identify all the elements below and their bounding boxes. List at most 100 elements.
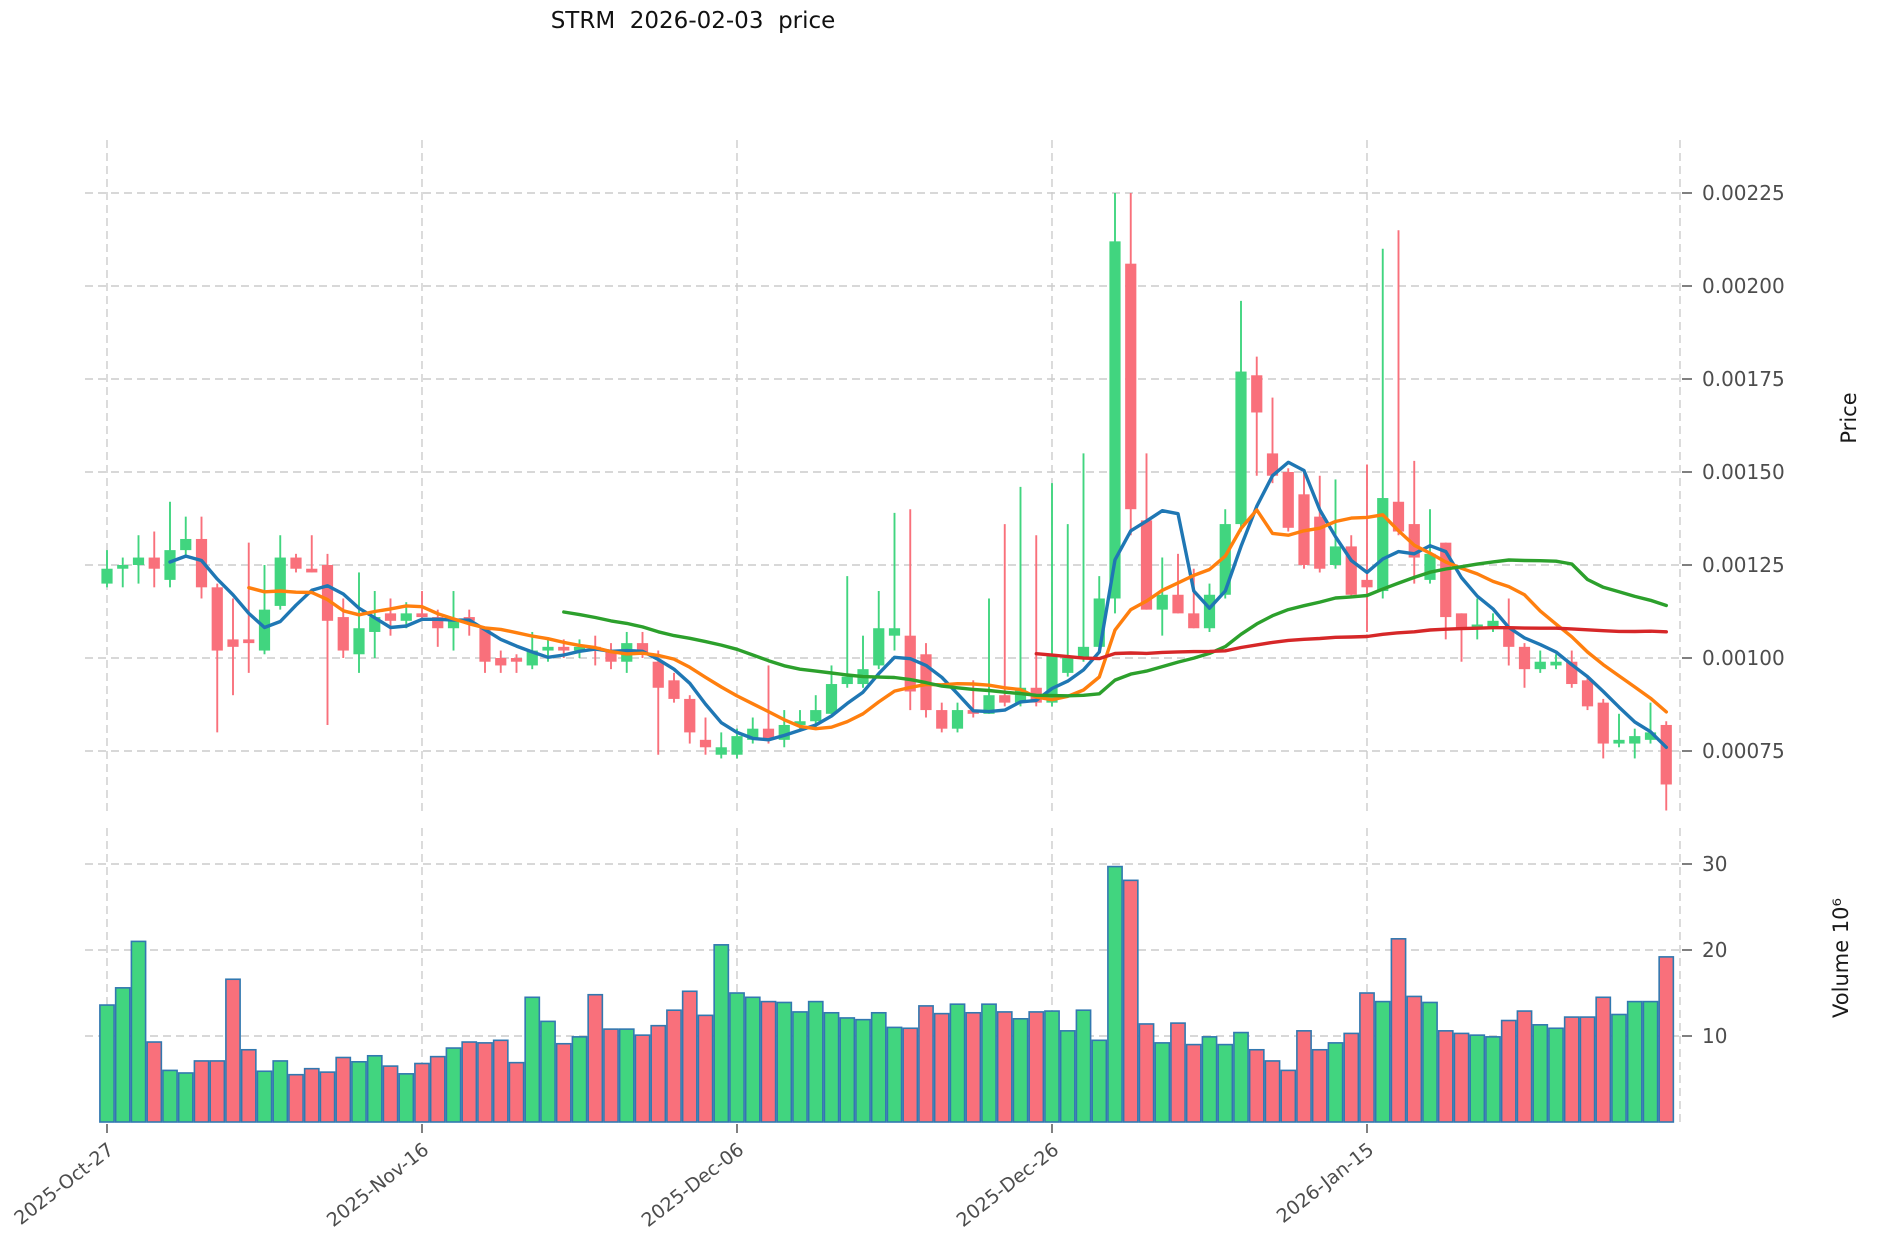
- volume-bar: [130, 940, 147, 1123]
- candle-body: [1503, 628, 1515, 647]
- volume-bar: [1406, 995, 1423, 1123]
- volume-bar: [272, 1060, 289, 1123]
- candle-body: [542, 646, 554, 651]
- candle-body: [1077, 646, 1090, 658]
- candle-body: [1660, 724, 1672, 785]
- volume-bar: [414, 1062, 430, 1123]
- volume-bar: [713, 944, 730, 1123]
- volume-bar: [1626, 1000, 1643, 1123]
- volume-bar: [225, 978, 241, 1123]
- candle-body: [1314, 516, 1326, 569]
- candle-body: [243, 639, 255, 644]
- candle-body: [384, 613, 397, 621]
- date-tick-label: 2025-Dec-26: [953, 1139, 1063, 1232]
- date-tick-label: 2025-Nov-16: [323, 1139, 433, 1232]
- candle-body: [1125, 263, 1137, 510]
- candle-body: [983, 695, 995, 714]
- candle-body: [888, 628, 901, 636]
- volume-bar: [933, 1012, 950, 1123]
- volume-bar: [1059, 1030, 1076, 1123]
- candle-body: [321, 565, 334, 621]
- candle-body: [416, 613, 428, 618]
- volume-bar: [1532, 1024, 1549, 1123]
- volume-bar: [1170, 1022, 1186, 1123]
- candle-body: [810, 710, 822, 722]
- sma30-line: [562, 558, 1669, 698]
- volume-bar: [1390, 938, 1407, 1123]
- candle-body: [1140, 520, 1153, 610]
- candle-body: [605, 650, 617, 662]
- candle-body: [1644, 732, 1657, 740]
- volume-bar: [1453, 1032, 1470, 1123]
- candle-body: [747, 728, 759, 740]
- candle-body: [1534, 661, 1546, 670]
- volume-bar: [1611, 1013, 1627, 1123]
- candle-body: [337, 617, 349, 651]
- candle-body: [1266, 453, 1279, 476]
- price-tick-label: 0.00125: [1702, 553, 1785, 577]
- volume-bar: [1343, 1032, 1360, 1123]
- volume-bar: [319, 1071, 336, 1123]
- volume-bar: [477, 1042, 493, 1123]
- volume-bar: [429, 1055, 446, 1123]
- volume-bar: [1563, 1016, 1580, 1123]
- volume-bar: [288, 1073, 304, 1123]
- volume-bar: [1422, 1001, 1438, 1123]
- volume-bar: [996, 1011, 1013, 1123]
- volume-bar: [146, 1041, 163, 1123]
- volume-bar: [1028, 1011, 1045, 1123]
- candle-body: [1361, 579, 1373, 588]
- candle-body: [1219, 524, 1231, 595]
- volume-bar: [807, 1000, 824, 1123]
- candle-body: [558, 646, 570, 651]
- volume-bar: [729, 992, 745, 1123]
- volume-bar: [776, 1001, 793, 1123]
- volume-bar: [366, 1054, 383, 1123]
- volume-bars: [99, 865, 1675, 1123]
- volume-bar: [1122, 879, 1139, 1123]
- candle-body: [117, 565, 129, 569]
- volume-bar: [492, 1039, 509, 1123]
- volume-bar: [540, 1020, 556, 1123]
- volume-tick-label: 10: [1702, 1024, 1727, 1048]
- volume-bar: [303, 1067, 320, 1123]
- candle-body: [101, 568, 113, 584]
- volume-bar: [1185, 1043, 1202, 1123]
- volume-bar: [335, 1056, 352, 1123]
- candle-body: [636, 643, 649, 655]
- candle-body: [1424, 553, 1436, 580]
- volume-bar: [1469, 1034, 1486, 1123]
- volume-tick-label: 30: [1702, 852, 1727, 876]
- volume-bar: [114, 987, 131, 1123]
- volume-bar: [792, 1011, 808, 1123]
- candle-body: [432, 617, 444, 629]
- volume-bar: [1548, 1027, 1564, 1123]
- volume-tick-label: 20: [1702, 938, 1727, 962]
- candle-body: [1345, 546, 1357, 595]
- volume-bar: [177, 1072, 194, 1123]
- volume-bar: [839, 1017, 856, 1123]
- volume-bar: [1296, 1030, 1312, 1123]
- candle-body: [353, 628, 365, 655]
- candle-body: [1282, 472, 1294, 528]
- candle-body: [526, 650, 538, 666]
- volume-bar: [902, 1027, 919, 1123]
- volume-bar: [209, 1060, 226, 1123]
- volume-bar: [398, 1073, 415, 1123]
- candle-body: [1597, 702, 1609, 744]
- volume-bar: [634, 1034, 651, 1123]
- candle-body: [1392, 501, 1405, 532]
- volume-bar: [240, 1048, 257, 1123]
- sma60-line: [1034, 626, 1669, 661]
- volume-bar: [855, 1018, 871, 1123]
- candle-body: [1471, 624, 1483, 629]
- candle-body: [148, 557, 160, 569]
- volume-bar: [1658, 956, 1675, 1123]
- candle-body: [936, 710, 948, 729]
- volume-bar: [382, 1065, 399, 1123]
- volume-bar: [918, 1005, 934, 1123]
- candle-body: [1455, 613, 1468, 629]
- candle-body: [1062, 658, 1074, 673]
- price-tick-label: 0.00200: [1702, 274, 1785, 298]
